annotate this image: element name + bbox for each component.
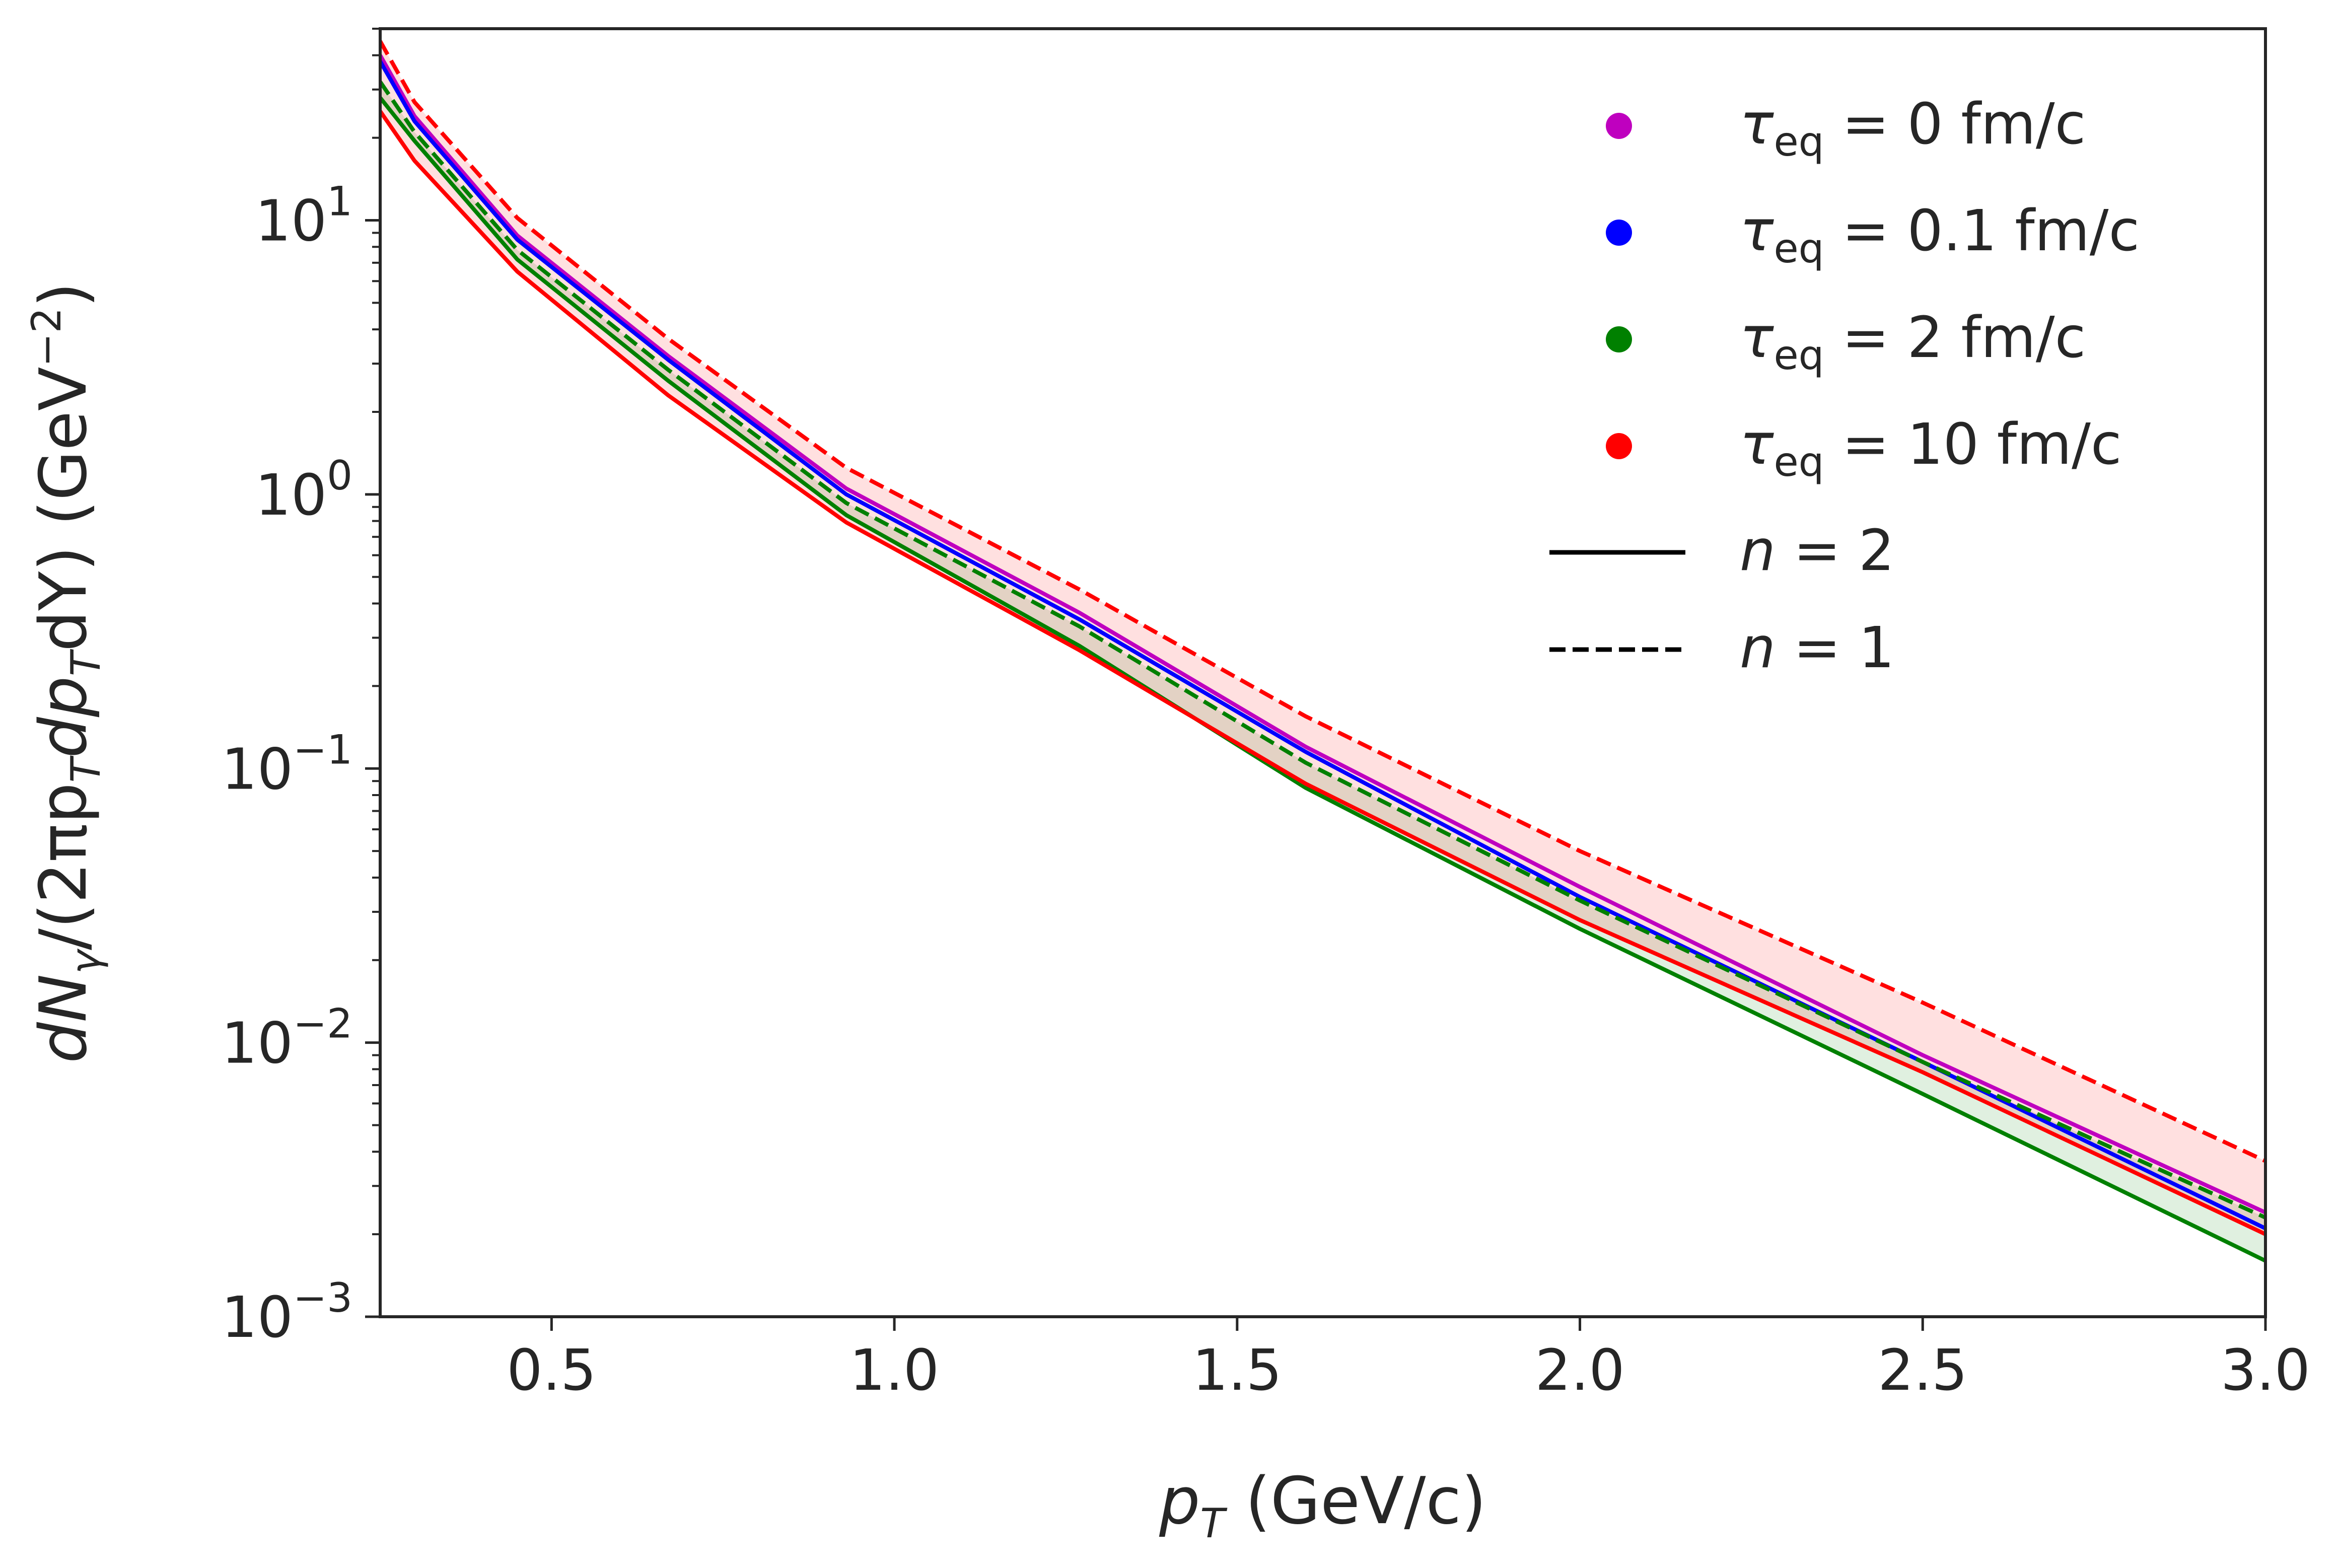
x-axis-ticks: 0.5 1.0 1.5 2.0 2.5 3.0 bbox=[507, 1317, 2310, 1403]
series-line-2 bbox=[380, 96, 2265, 1263]
x-tick-label: 2.5 bbox=[1878, 1338, 1967, 1403]
legend-label-tau2: τeq = 2 fm/c bbox=[1740, 305, 2086, 379]
legend-label-tau01: τeq = 0.1 fm/c bbox=[1740, 198, 2140, 272]
series-line-0 bbox=[380, 54, 2265, 1215]
legend-label-n1: n = 1 bbox=[1740, 615, 1894, 681]
y-axis-ticks: 101 100 10−1 10−2 10−3 bbox=[222, 28, 380, 1350]
series-line-4 bbox=[380, 81, 2265, 1220]
y-tick-label: 101 bbox=[255, 178, 352, 254]
series-line-3 bbox=[380, 110, 2265, 1236]
x-tick-label: 2.0 bbox=[1535, 1338, 1624, 1403]
plot-frame bbox=[379, 27, 2267, 1318]
x-tick-label: 3.0 bbox=[2221, 1338, 2310, 1403]
series-line-5 bbox=[380, 40, 2265, 1163]
series-line-1 bbox=[380, 60, 2265, 1231]
legend-label-tau10: τeq = 10 fm/c bbox=[1740, 412, 2121, 485]
y-tick-label: 10−3 bbox=[222, 1274, 352, 1350]
x-axis-label: pT (GeV/c) bbox=[1159, 1464, 1486, 1547]
x-tick-label: 1.0 bbox=[849, 1338, 939, 1403]
band-1 bbox=[380, 41, 2265, 1235]
legend-marker-tau0 bbox=[1606, 113, 1632, 139]
y-tick-label: 10−1 bbox=[222, 726, 352, 802]
chart-series bbox=[380, 40, 2265, 1263]
legend: τeq = 0 fm/c τeq = 0.1 fm/c τeq = 2 fm/c… bbox=[1549, 92, 2140, 681]
legend-label-tau0: τeq = 0 fm/c bbox=[1740, 92, 2086, 165]
x-tick-label: 0.5 bbox=[507, 1338, 596, 1403]
legend-marker-tau01 bbox=[1606, 220, 1632, 246]
y-tick-label: 10−2 bbox=[222, 1001, 352, 1077]
y-axis-label: dNγ/(2πpTdpTdY) (GeV−2) bbox=[23, 282, 109, 1063]
legend-label-n2: n = 2 bbox=[1740, 518, 1894, 584]
y-tick-label: 100 bbox=[255, 452, 352, 528]
legend-marker-tau10 bbox=[1606, 433, 1632, 459]
x-tick-label: 1.5 bbox=[1192, 1338, 1282, 1403]
legend-marker-tau2 bbox=[1606, 326, 1632, 352]
